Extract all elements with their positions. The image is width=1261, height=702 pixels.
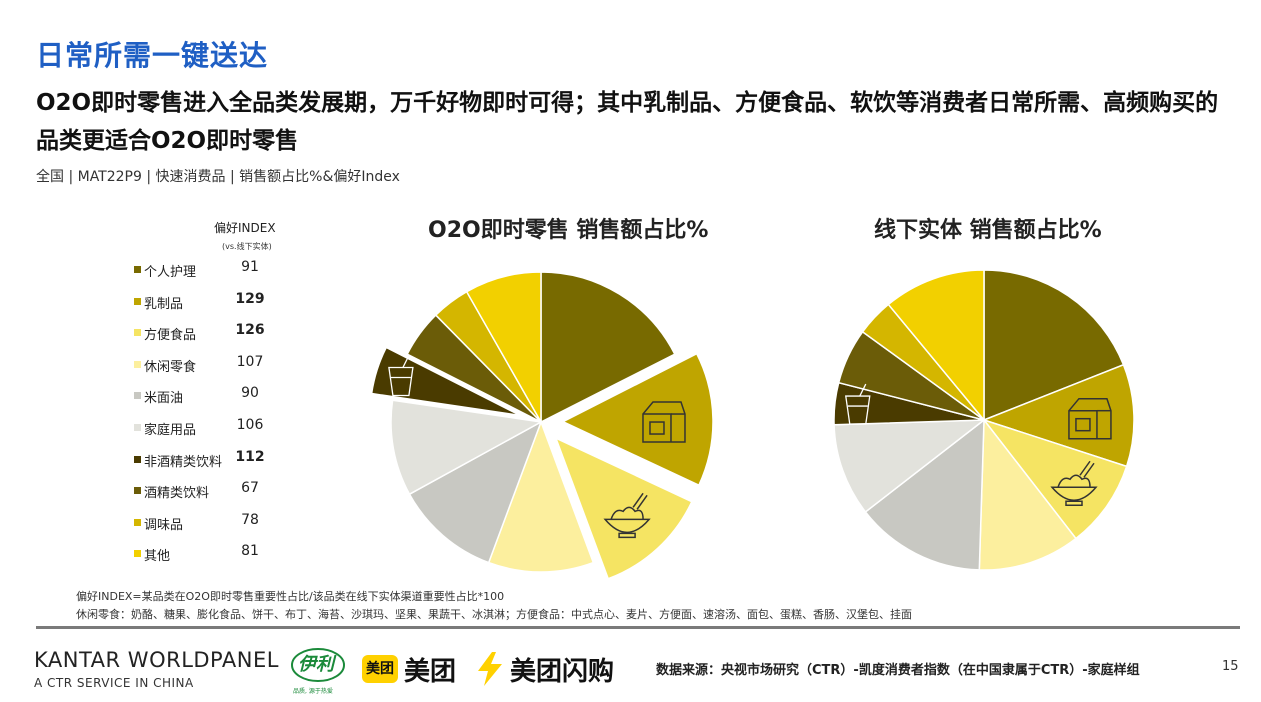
legend-index-value: 107 (236, 353, 264, 370)
pie-slice (465, 271, 542, 425)
footnote-categories: 休闲零食：奶酪、糖果、膨化食品、饼干、布丁、海苔、沙琪玛、坚果、果蔬干、冰淇淋；… (76, 608, 912, 621)
legend-index-value: 126 (235, 322, 265, 339)
legend-label: 乳制品 (144, 296, 184, 312)
legend-swatch (134, 424, 141, 431)
kantar-logo: KANTAR WORLDPANEL (34, 648, 279, 672)
page-number: 15 (1222, 659, 1239, 674)
legend-item: 其他 81 (134, 540, 294, 570)
pie-slice (561, 352, 714, 487)
legend-note: (vs.线下实体) (222, 242, 272, 251)
legend-swatch (134, 550, 141, 558)
legend-item: 家庭用品 106 (134, 414, 294, 444)
legend-index-value: 91 (241, 259, 259, 275)
legend-swatch (134, 360, 141, 368)
drink-cup-icon (388, 355, 414, 397)
legend-item: 乳制品 129 (134, 288, 294, 318)
legend-item: 个人护理 91 (134, 256, 294, 286)
legend-label: 调味品 (144, 517, 184, 533)
legend-item: 休闲零食 107 (134, 351, 294, 381)
legend-label: 其他 (144, 549, 171, 565)
pie-slice (864, 418, 985, 571)
meituan-badge: 美团 (362, 655, 398, 683)
legend-swatch (134, 266, 141, 273)
legend-swatch (134, 455, 141, 463)
pie-slice (390, 399, 544, 496)
legend-swatch (134, 297, 141, 305)
legend-index-value: 129 (235, 290, 265, 307)
legend-index-value: 67 (241, 480, 259, 497)
legend-item: 米面油 90 (134, 382, 294, 412)
legend-label: 家庭用品 (144, 423, 197, 438)
subtitle: O2O即时零售进入全品类发展期，万千好物即时可得；其中乳制品、方便食品、软饮等消… (36, 90, 1219, 154)
legend-header: 偏好INDEX (214, 221, 276, 235)
noodle-bowl-icon (1050, 460, 1098, 507)
legend-index-value: 81 (241, 543, 259, 560)
meituan-flash-logo-text: 美团闪购 (510, 657, 615, 687)
legend-item: 调味品 78 (134, 509, 294, 539)
pie-slice (978, 417, 1077, 571)
legend-label: 个人护理 (144, 265, 197, 280)
legend-swatch (134, 487, 141, 495)
legend-label: 酒精类饮料 (144, 486, 210, 502)
legend-index-value: 112 (235, 448, 265, 465)
legend-swatch (134, 518, 141, 526)
pie-slice (983, 269, 1125, 422)
o2o-pie (370, 271, 714, 580)
yili-logo-shape (291, 648, 345, 682)
page-title: 日常所需一键送达 (36, 39, 269, 72)
divider (36, 626, 1240, 629)
pie-slice (981, 418, 1128, 540)
legend-label: 方便食品 (144, 328, 197, 344)
milk-carton-icon (642, 401, 686, 443)
data-source: 数据来源：央视市场研究（CTR）-凯度消费者指数（在中国隶属于CTR）-家庭样组 (656, 663, 1140, 678)
scope-line: 全国 | MAT22P9 | 快速消费品 | 销售额占比%&偏好Index (36, 169, 400, 185)
pie-slice (487, 419, 595, 573)
kantar-subtitle: A CTR SERVICE IN CHINA (34, 676, 194, 690)
lightning-icon (478, 652, 502, 686)
legend-item: 非酒精类饮料 112 (134, 446, 294, 476)
category-icons (388, 355, 1112, 539)
yili-slogan: 品质, 源于热爱 (293, 688, 333, 695)
pie-slice (408, 420, 543, 564)
pie-slice (887, 269, 985, 423)
footnote-index: 偏好INDEX=某品类在O2O即时零售重要性占比/该品类在线下实体渠道重要性占比… (76, 590, 505, 603)
pie-slice (833, 419, 987, 513)
pie-slice (981, 363, 1135, 468)
legend-label: 非酒精类饮料 (144, 454, 223, 470)
offline-chart-title: 线下实体 销售额占比% (874, 218, 1102, 243)
legend-index-value: 78 (241, 511, 259, 528)
legend-item: 方便食品 126 (134, 319, 294, 349)
legend-index-value: 106 (236, 417, 264, 433)
offline-pie (833, 269, 1135, 571)
pie-slice (540, 271, 676, 424)
meituan-logo-text: 美团 (404, 657, 457, 687)
legend-label: 休闲零食 (144, 359, 197, 375)
pie-slice (370, 346, 521, 417)
legend-item: 酒精类饮料 67 (134, 477, 294, 507)
legend-index-value: 90 (241, 385, 259, 402)
drink-cup-icon (845, 383, 871, 425)
pie-slice (554, 436, 693, 580)
yili-logo-text: 伊利 (298, 654, 334, 675)
o2o-chart-title: O2O即时零售 销售额占比% (428, 218, 709, 243)
milk-carton-icon (1068, 397, 1112, 440)
legend-label: 米面油 (144, 391, 184, 407)
legend-swatch (134, 329, 141, 337)
noodle-bowl-icon (603, 492, 651, 539)
legend-swatch (134, 392, 141, 400)
